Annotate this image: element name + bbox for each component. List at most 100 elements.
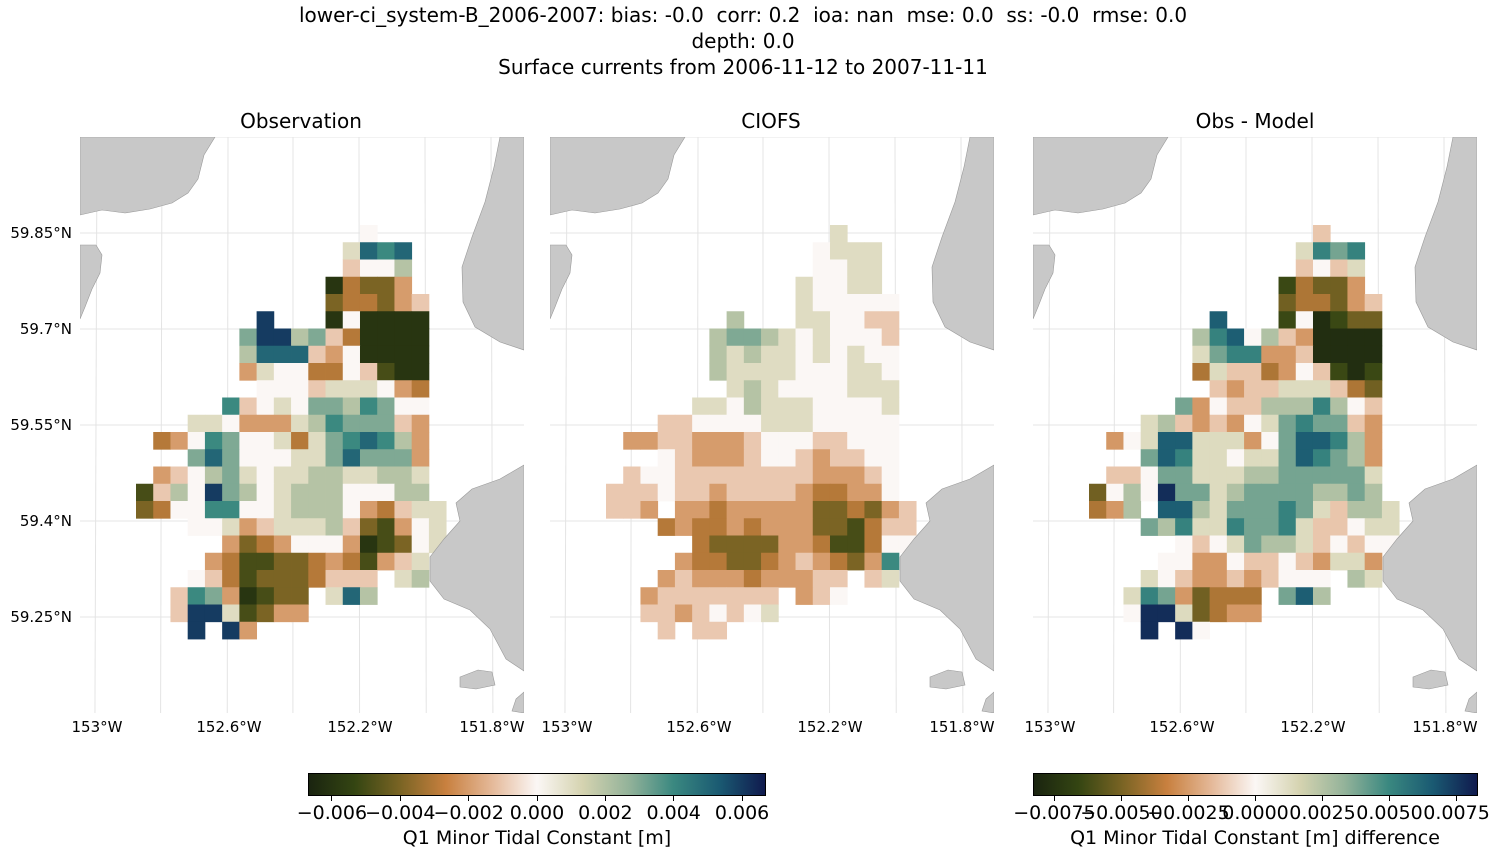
grid-cell (743, 604, 762, 623)
colorbar-tick-label: 0.004 (646, 802, 701, 824)
grid-cell (1209, 604, 1228, 623)
grid-cell (1295, 535, 1314, 554)
grid-cell (325, 587, 344, 605)
colorbar-tick (1389, 796, 1391, 801)
grid-cell (674, 466, 693, 485)
grid-cell (847, 414, 865, 433)
grid-cell (359, 311, 378, 329)
grid-cell (359, 587, 378, 605)
grid-cell (1157, 552, 1176, 571)
grid-cell (1226, 604, 1245, 623)
grid-cell (394, 259, 413, 278)
grid-cell (1278, 380, 1297, 398)
grid-cell (1226, 552, 1245, 571)
grid-cell (674, 432, 693, 450)
grid-cell (726, 587, 745, 605)
grid-cell (1226, 483, 1245, 502)
grid-cell (394, 311, 413, 329)
grid-cell (1192, 604, 1211, 623)
grid-cell (1209, 483, 1228, 502)
grid-cell (377, 311, 395, 329)
grid-cell (411, 501, 430, 519)
grid-cell (239, 570, 258, 588)
grid-cell (273, 501, 292, 519)
grid-cell (256, 414, 275, 433)
grid-cell (864, 345, 883, 364)
grid-cell (1140, 587, 1159, 605)
grid-cell (1226, 466, 1245, 485)
grid-cell (1244, 328, 1262, 347)
grid-cell (864, 380, 883, 398)
grid-cell (325, 294, 344, 312)
grid-cell (1347, 552, 1366, 571)
grid-cell (1244, 363, 1262, 381)
grid-cell (291, 449, 309, 467)
grid-cell (1347, 518, 1366, 536)
grid-cell (153, 466, 171, 485)
grid-cell (1175, 535, 1193, 554)
grid-cell (778, 414, 796, 433)
grid-cell (325, 501, 344, 519)
grid-cell (812, 466, 831, 485)
grid-cell (778, 518, 796, 536)
grid-cell (778, 552, 796, 571)
grid-cell (239, 414, 258, 433)
grid-cell (743, 380, 762, 398)
grid-cell (761, 380, 779, 398)
grid-cell (812, 414, 831, 433)
grid-cell (1278, 518, 1297, 536)
grid-cell (1347, 432, 1366, 450)
grid-cell (1261, 363, 1279, 381)
grid-cell (812, 294, 831, 312)
land-west-point (1033, 244, 1056, 320)
grid-cell (795, 449, 814, 467)
grid-cell (308, 518, 326, 536)
grid-cell (377, 449, 395, 467)
grid-cell (1226, 535, 1245, 554)
grid-cell (898, 518, 917, 536)
grid-cell (394, 242, 413, 260)
grid-cell (222, 570, 240, 588)
grid-cell (359, 259, 378, 278)
grid-cell (709, 483, 728, 502)
grid-cell (291, 397, 309, 416)
land-island (459, 669, 496, 690)
figure-subtitle-period: Surface currents from 2006-11-12 to 2007… (498, 55, 988, 79)
grid-cell (881, 311, 900, 329)
grid-cell (1140, 483, 1159, 502)
grid-cell (1106, 483, 1124, 502)
grid-cell (1140, 604, 1159, 623)
grid-cell (411, 294, 430, 312)
grid-cell (778, 432, 796, 450)
grid-cell (1192, 432, 1211, 450)
grid-cell (1244, 449, 1262, 467)
grid-cell (623, 483, 641, 502)
grid-cell (342, 414, 361, 433)
grid-cell (342, 535, 361, 554)
grid-cell (170, 604, 189, 623)
grid-cell (743, 363, 762, 381)
grid-cell (1261, 449, 1279, 467)
grid-cell (204, 483, 223, 502)
grid-cell (829, 483, 848, 502)
grid-cell (1175, 501, 1193, 519)
grid-cell (1364, 432, 1383, 450)
grid-cell (1123, 604, 1142, 623)
grid-cell (709, 570, 728, 588)
grid-cell (1192, 621, 1211, 640)
colorbar-tick-label: −0.0050 (1080, 802, 1163, 824)
grid-cell (1192, 328, 1211, 347)
grid-cell (1330, 449, 1348, 467)
grid-cell (726, 483, 745, 502)
grid-cell (1209, 518, 1228, 536)
grid-cell (812, 328, 831, 347)
grid-cell (778, 570, 796, 588)
grid-cell (743, 587, 762, 605)
grid-cell (709, 501, 728, 519)
grid-cell (1330, 294, 1348, 312)
grid-cell (394, 552, 413, 571)
grid-cell (1175, 449, 1193, 467)
grid-cell (881, 345, 900, 364)
grid-cell (411, 432, 430, 450)
grid-cell (864, 552, 883, 571)
